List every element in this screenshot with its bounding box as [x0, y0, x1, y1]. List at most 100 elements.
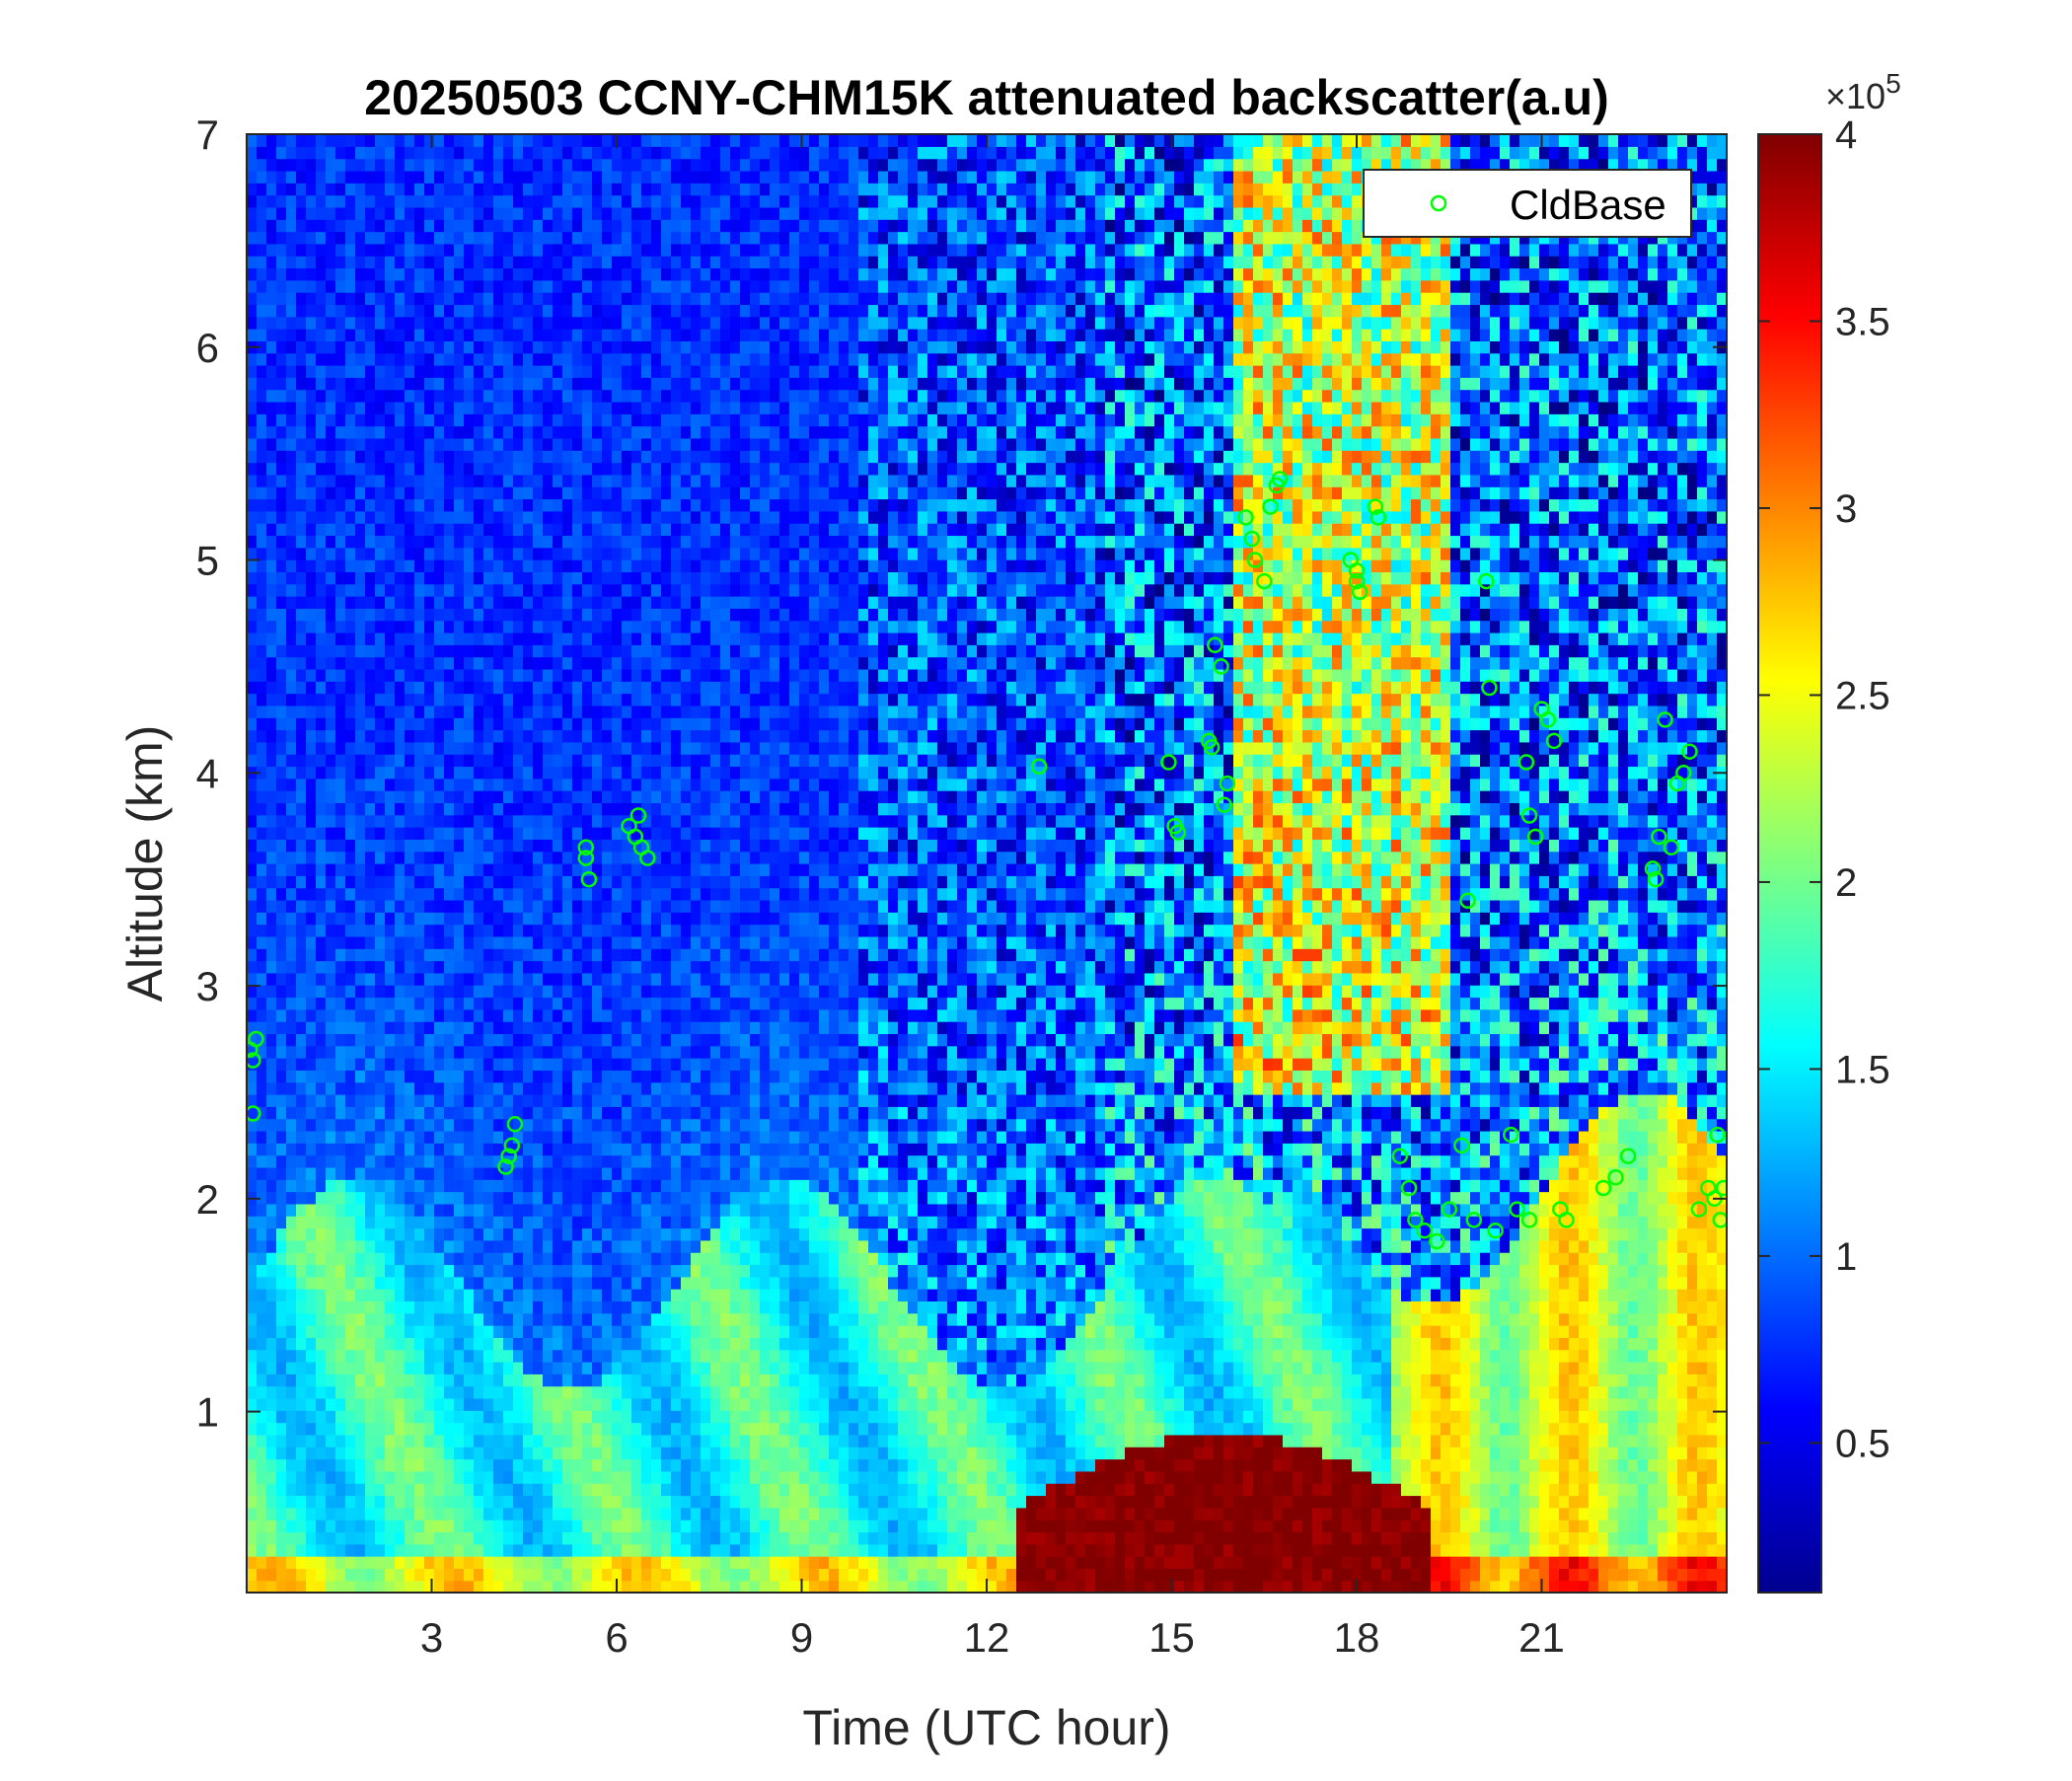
- heatmap-cell: [533, 413, 544, 427]
- heatmap-cell: [553, 413, 563, 427]
- heatmap-cell: [602, 170, 613, 184]
- heatmap-cell: [602, 510, 613, 524]
- heatmap-cell: [257, 462, 267, 476]
- heatmap-cell: [355, 1276, 366, 1290]
- heatmap-cell: [345, 693, 356, 706]
- heatmap-cell: [592, 365, 603, 378]
- heatmap-cell: [276, 219, 287, 233]
- heatmap-cell: [651, 1227, 662, 1241]
- heatmap-cell: [365, 158, 376, 172]
- heatmap-cell: [276, 523, 287, 537]
- heatmap-cell: [434, 766, 445, 779]
- heatmap-cell: [335, 924, 346, 937]
- heatmap-cell: [562, 231, 573, 245]
- heatmap-cell: [424, 401, 435, 414]
- heatmap-cell: [641, 1520, 652, 1533]
- heatmap-cell: [335, 1106, 346, 1120]
- heatmap-cell: [395, 1143, 406, 1156]
- heatmap-cell: [533, 1021, 544, 1035]
- heatmap-cell: [355, 1495, 366, 1509]
- heatmap-cell: [493, 571, 504, 585]
- heatmap-cell: [562, 851, 573, 864]
- heatmap-cell: [395, 1021, 406, 1035]
- heatmap-cell: [276, 717, 287, 731]
- heatmap-cell: [543, 1507, 554, 1521]
- heatmap-cell: [493, 960, 504, 974]
- heatmap-cell: [562, 377, 573, 391]
- heatmap-cell: [276, 1325, 287, 1338]
- heatmap-cell: [493, 559, 504, 572]
- heatmap-cell: [483, 219, 494, 233]
- heatmap-cell: [474, 631, 484, 645]
- heatmap-cell: [622, 1495, 632, 1509]
- heatmap-cell: [602, 985, 613, 999]
- heatmap-cell: [493, 304, 504, 318]
- heatmap-cell: [493, 1033, 504, 1047]
- heatmap-cell: [592, 608, 603, 622]
- heatmap-cell: [375, 912, 386, 926]
- heatmap-cell: [562, 754, 573, 768]
- heatmap-cell: [602, 754, 613, 768]
- heatmap-cell: [286, 304, 297, 318]
- heatmap-cell: [434, 875, 445, 889]
- heatmap-cell: [306, 1325, 317, 1338]
- heatmap-cell: [602, 1410, 613, 1424]
- heatmap-cell: [296, 267, 307, 281]
- heatmap-cell: [375, 1264, 386, 1278]
- heatmap-cell: [651, 1045, 662, 1059]
- heatmap-cell: [493, 766, 504, 779]
- heatmap-cell: [257, 1276, 267, 1290]
- heatmap-cell: [444, 1033, 455, 1047]
- heatmap-cell: [641, 741, 652, 755]
- heatmap-cell: [602, 1203, 613, 1217]
- heatmap-cell: [641, 292, 652, 306]
- heatmap-cell: [405, 948, 415, 962]
- heatmap-cell: [257, 875, 267, 889]
- heatmap-cell: [444, 948, 455, 962]
- heatmap-cell: [553, 1556, 563, 1569]
- heatmap-cell: [326, 741, 336, 755]
- heatmap-cell: [503, 668, 514, 682]
- heatmap-cell: [276, 681, 287, 695]
- heatmap-cell: [335, 1276, 346, 1290]
- heatmap-cell: [503, 329, 514, 341]
- heatmap-cell: [247, 644, 258, 658]
- heatmap-cell: [454, 1568, 465, 1582]
- heatmap-cell: [444, 1325, 455, 1338]
- heatmap-cell: [424, 814, 435, 828]
- heatmap-cell: [335, 912, 346, 926]
- heatmap-cell: [306, 1118, 317, 1132]
- heatmap-cell: [622, 1264, 632, 1278]
- heatmap-cell: [414, 985, 425, 999]
- heatmap-cell: [276, 316, 287, 330]
- heatmap-cell: [533, 1349, 544, 1363]
- heatmap-cell: [355, 1216, 366, 1229]
- heatmap-cell: [553, 596, 563, 609]
- heatmap-cell: [266, 243, 277, 257]
- heatmap-cell: [464, 741, 475, 755]
- heatmap-cell: [474, 498, 484, 512]
- heatmap-cell: [405, 304, 415, 318]
- heatmap-cell: [622, 741, 632, 755]
- heatmap-cell: [335, 851, 346, 864]
- heatmap-cell: [503, 1008, 514, 1022]
- heatmap-cell: [533, 206, 544, 220]
- heatmap-cell: [405, 474, 415, 487]
- heatmap-cell: [572, 571, 583, 585]
- heatmap-cell: [602, 329, 613, 341]
- heatmap-cell: [257, 401, 267, 414]
- heatmap-cell: [474, 1385, 484, 1399]
- heatmap-cell: [641, 206, 652, 220]
- heatmap-cell: [276, 778, 287, 791]
- heatmap-cell: [405, 571, 415, 585]
- heatmap-cell: [434, 827, 445, 840]
- heatmap-cell: [503, 1410, 514, 1424]
- heatmap-cell: [405, 256, 415, 269]
- heatmap-cell: [385, 766, 396, 779]
- heatmap-cell: [582, 814, 593, 828]
- heatmap-cell: [306, 1373, 317, 1387]
- heatmap-cell: [414, 304, 425, 318]
- heatmap-cell: [395, 1191, 406, 1205]
- heatmap-cell: [257, 1289, 267, 1301]
